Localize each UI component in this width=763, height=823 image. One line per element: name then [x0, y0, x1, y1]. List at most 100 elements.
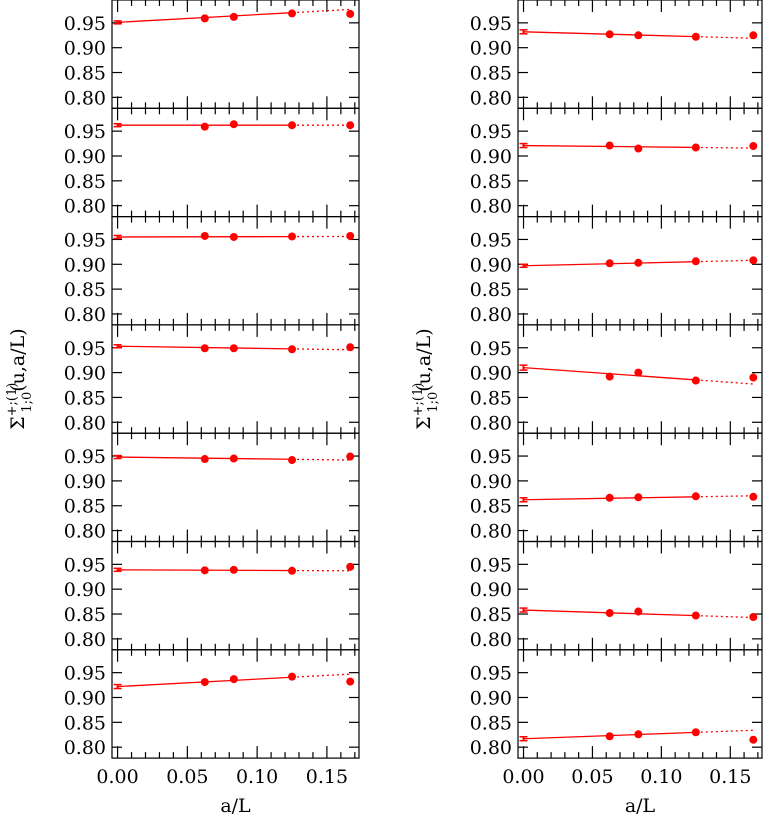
- data-point: [634, 368, 643, 377]
- data-point: [691, 143, 700, 152]
- y-tick-label: 0.95: [64, 663, 106, 685]
- y-tick-label: 0.90: [470, 579, 512, 601]
- error-bar: [519, 364, 528, 371]
- data-point: [229, 120, 238, 129]
- y-tick-label: 0.85: [64, 604, 106, 626]
- data-point: [634, 493, 643, 502]
- y-tick-label: 0.80: [64, 196, 106, 218]
- y-tick-label: 0.85: [470, 604, 512, 626]
- data-point: [200, 455, 209, 464]
- error-bar: [519, 735, 528, 742]
- data-point: [749, 256, 758, 265]
- y-label-superscript: +;(1): [5, 383, 20, 417]
- fit-extension: [695, 146, 754, 149]
- data-point: [605, 30, 614, 39]
- y-label-subscript: 1;0: [426, 392, 441, 413]
- y-tick-label: 0.90: [470, 254, 512, 276]
- x-tick-label: 0.05: [571, 766, 613, 788]
- y-tick-label: 0.90: [64, 687, 106, 709]
- panel-frame: [517, 432, 763, 543]
- fit-extension: [695, 729, 754, 734]
- y-tick-label: 0.90: [64, 363, 106, 385]
- data-point: [691, 32, 700, 41]
- panel-frame: [111, 432, 360, 543]
- y-tick-label: 0.95: [470, 663, 512, 685]
- y-tick-label: 0.80: [64, 521, 106, 543]
- y-label-symbol: Σ: [413, 416, 435, 429]
- y-tick-label: 0.95: [64, 121, 106, 143]
- data-point: [691, 611, 700, 620]
- y-tick-label: 0.85: [64, 171, 106, 193]
- data-point: [200, 231, 209, 240]
- y-label-symbol: Σ: [7, 416, 29, 429]
- data-point: [749, 735, 758, 744]
- data-point: [346, 452, 355, 461]
- x-tick-label: 0.00: [96, 766, 138, 788]
- panel-frame: [517, 540, 763, 651]
- data-point: [229, 675, 238, 684]
- y-tick-label: 0.85: [470, 63, 512, 85]
- data-point: [605, 609, 614, 618]
- data-point: [200, 566, 209, 575]
- data-point: [634, 31, 643, 40]
- y-tick-label: 0.85: [470, 279, 512, 301]
- error-bar: [113, 454, 122, 460]
- data-point: [229, 454, 238, 463]
- y-axis-label: Σ+;(1)1;0(u,a/L): [5, 328, 35, 430]
- data-point: [346, 231, 355, 240]
- y-tick-label: 0.90: [470, 687, 512, 709]
- y-tick-label: 0.80: [470, 737, 512, 759]
- data-point: [605, 732, 614, 741]
- y-tick-label: 0.90: [470, 146, 512, 168]
- error-bar: [113, 683, 122, 690]
- error-bar: [519, 607, 528, 613]
- error-bar: [519, 497, 528, 503]
- y-tick-label: 0.90: [64, 38, 106, 60]
- fit-extension: [695, 379, 754, 385]
- y-tick-label: 0.85: [64, 63, 106, 85]
- data-point: [200, 678, 209, 687]
- fit-extension: [292, 458, 351, 461]
- error-bar: [113, 234, 122, 240]
- data-point: [605, 141, 614, 150]
- error-bar: [519, 263, 528, 269]
- data-point: [346, 343, 355, 352]
- data-point: [200, 122, 209, 131]
- y-tick-label: 0.80: [470, 196, 512, 218]
- data-point: [288, 9, 297, 18]
- data-point: [634, 144, 643, 153]
- data-point: [346, 562, 355, 571]
- data-point: [749, 31, 758, 40]
- fit-extension: [291, 673, 351, 678]
- data-point: [346, 677, 355, 686]
- data-point: [200, 14, 209, 23]
- y-tick-label: 0.95: [470, 13, 512, 35]
- data-point: [288, 566, 297, 575]
- y-tick-label: 0.85: [470, 387, 512, 409]
- data-point: [229, 232, 238, 241]
- y-tick-label: 0.80: [470, 304, 512, 326]
- y-label-args: (u,a/L): [7, 328, 29, 391]
- y-tick-label: 0.80: [64, 304, 106, 326]
- y-tick-label: 0.95: [470, 229, 512, 251]
- y-tick-label: 0.80: [64, 629, 106, 651]
- data-point: [288, 232, 297, 241]
- y-tick-label: 0.95: [64, 338, 106, 360]
- data-point: [288, 121, 297, 130]
- panel-frame: [111, 540, 360, 651]
- y-tick-label: 0.95: [470, 121, 512, 143]
- y-tick-label: 0.80: [64, 737, 106, 759]
- y-tick-label: 0.85: [470, 712, 512, 734]
- y-tick-label: 0.85: [64, 387, 106, 409]
- data-point: [749, 613, 758, 622]
- panel-frame: [111, 324, 360, 434]
- panel-frame: [517, 649, 763, 759]
- data-point: [634, 730, 643, 739]
- panel-frame: [517, 0, 763, 109]
- fit-extension: [291, 8, 351, 14]
- y-tick-label: 0.95: [64, 13, 106, 35]
- y-tick-label: 0.80: [64, 412, 106, 434]
- y-tick-label: 0.95: [470, 554, 512, 576]
- fit-extension: [695, 614, 754, 619]
- data-point: [691, 376, 700, 385]
